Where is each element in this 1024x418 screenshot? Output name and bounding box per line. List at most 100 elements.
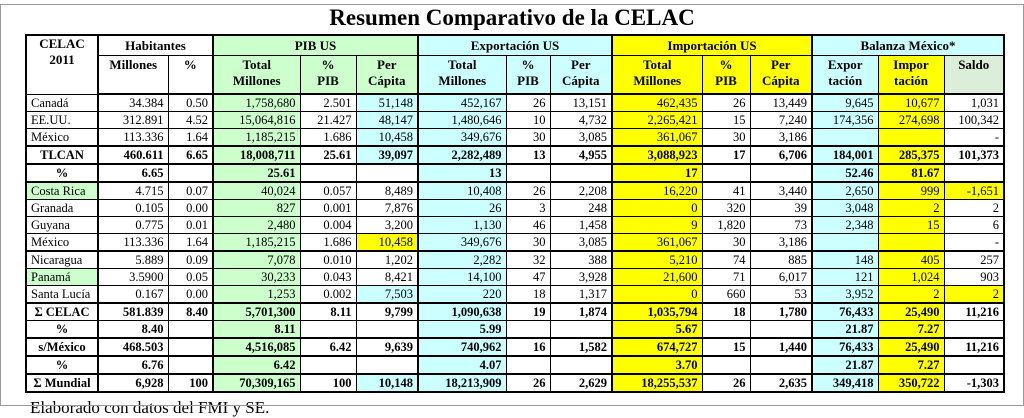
table-cell: 1,035,794 — [611, 302, 703, 321]
table-cell: 0.00 — [167, 285, 214, 304]
table-cell: 11,216 — [943, 337, 1005, 357]
row-label: Σ CELAC — [25, 302, 99, 321]
table-cell: 26 — [417, 199, 507, 217]
table-cell: 1,024 — [877, 268, 945, 286]
table-cell: 10,458 — [355, 233, 419, 252]
table-cell: 101,373 — [943, 145, 1005, 165]
table-cell — [811, 128, 879, 147]
table-row: TLCAN 460.611 6.65 18,008,711 25.61 39,097 2,2… — [25, 145, 1005, 165]
table-cell: 21.87 — [811, 320, 879, 339]
table-cell — [505, 163, 551, 183]
table-cell: 460.611 — [97, 145, 169, 165]
sub-header: Impor tación — [877, 55, 945, 95]
table-cell: 2 — [943, 285, 1005, 304]
table-cell: 2,480 — [212, 216, 301, 234]
table-cell: 2,265,421 — [611, 111, 703, 129]
table-cell: 16 — [505, 337, 551, 357]
table-cell: 11,216 — [943, 302, 1005, 321]
table-cell: 18 — [701, 302, 751, 321]
table-cell: 6.42 — [212, 355, 301, 375]
table-cell: 2,282,489 — [417, 145, 507, 165]
table-cell: 13,151 — [549, 93, 613, 112]
table-cell: 17 — [611, 163, 703, 183]
table-cell — [877, 128, 945, 147]
table-cell — [701, 355, 751, 375]
table-cell: 25,490 — [877, 337, 945, 357]
table-cell: 17 — [701, 145, 751, 165]
table-cell — [355, 355, 419, 375]
table-cell — [943, 163, 1005, 183]
table-cell: 3,200 — [355, 216, 419, 234]
table-cell: 349,676 — [417, 233, 507, 252]
table-cell: 18,255,537 — [611, 373, 703, 393]
table-cell: 174,356 — [811, 111, 879, 129]
table-cell: 6.65 — [167, 145, 214, 165]
table-cell: 48,147 — [355, 111, 419, 129]
table-cell: 13,449 — [749, 93, 813, 112]
table-cell: -1,303 — [943, 373, 1005, 393]
group-header: PIB US — [212, 34, 419, 56]
table-cell: 9 — [611, 216, 703, 234]
sub-header: % PIB — [505, 55, 551, 95]
table-cell: 7,240 — [749, 111, 813, 129]
table-cell: 388 — [549, 250, 613, 269]
table-cell: 999 — [877, 181, 945, 200]
table-cell: 70,309,165 — [212, 373, 301, 393]
table-cell — [549, 320, 613, 339]
table-cell: 0.002 — [299, 285, 357, 304]
table-cell — [877, 233, 945, 252]
table-cell: 18,008,711 — [212, 145, 301, 165]
table-cell: 2,629 — [549, 373, 613, 393]
table-cell: 1.686 — [299, 233, 357, 252]
table-cell: 0.105 — [97, 199, 169, 217]
table-cell — [749, 320, 813, 339]
row-label: Nicaragua — [25, 250, 99, 269]
row-label: Σ Mundial — [25, 373, 99, 393]
group-header: Balanza México* — [811, 34, 1005, 56]
table-cell: 26 — [505, 373, 551, 393]
table-cell — [167, 355, 214, 375]
corner-header: CELAC 2011 — [25, 34, 99, 95]
table-cell: 21.87 — [811, 355, 879, 375]
table-cell: 452,167 — [417, 93, 507, 112]
table-cell — [355, 320, 419, 339]
table-cell — [701, 320, 751, 339]
table-cell: 462,435 — [611, 93, 703, 112]
table-cell: 9,639 — [355, 337, 419, 357]
table-cell: 6.76 — [97, 355, 169, 375]
table-row: Canadá 34.384 0.50 1,758,680 2.501 51,148 452,… — [25, 93, 1005, 112]
table-cell: 3.70 — [611, 355, 703, 375]
table-cell: 361,067 — [611, 233, 703, 252]
table-cell: 1,031 — [943, 93, 1005, 112]
table-cell: 39,097 — [355, 145, 419, 165]
table-cell: 18,213,909 — [417, 373, 507, 393]
table-cell: 5.67 — [611, 320, 703, 339]
table-cell: 1,090,638 — [417, 302, 507, 321]
table-cell: 6 — [943, 216, 1005, 234]
table-cell: 0.07 — [167, 181, 214, 200]
row-label: Panamá — [25, 268, 99, 286]
sub-header: Total Millones — [417, 55, 507, 95]
table-cell: 1,758,680 — [212, 93, 301, 112]
table-cell: 52.46 — [811, 163, 879, 183]
table-cell: 285,375 — [877, 145, 945, 165]
table-cell: 1.64 — [167, 233, 214, 252]
table-cell: 4.07 — [417, 355, 507, 375]
table-cell: 15 — [701, 111, 751, 129]
row-label: México — [25, 233, 99, 252]
table-cell — [167, 337, 214, 357]
row-label: Costa Rica — [25, 181, 99, 200]
table-cell: 7,503 — [355, 285, 419, 304]
table-cell: 1,253 — [212, 285, 301, 304]
row-label: EE.UU. — [25, 111, 99, 129]
table-cell: 4,516,085 — [212, 337, 301, 357]
table-cell: 4,732 — [549, 111, 613, 129]
table-cell: 349,676 — [417, 128, 507, 147]
table-cell: 9,645 — [811, 93, 879, 112]
table-cell: 76,433 — [811, 302, 879, 321]
table-cell: 53 — [749, 285, 813, 304]
table-cell: 8,489 — [355, 181, 419, 200]
table-cell: 2,635 — [749, 373, 813, 393]
table-cell: 2 — [943, 199, 1005, 217]
table-cell: 9,799 — [355, 302, 419, 321]
